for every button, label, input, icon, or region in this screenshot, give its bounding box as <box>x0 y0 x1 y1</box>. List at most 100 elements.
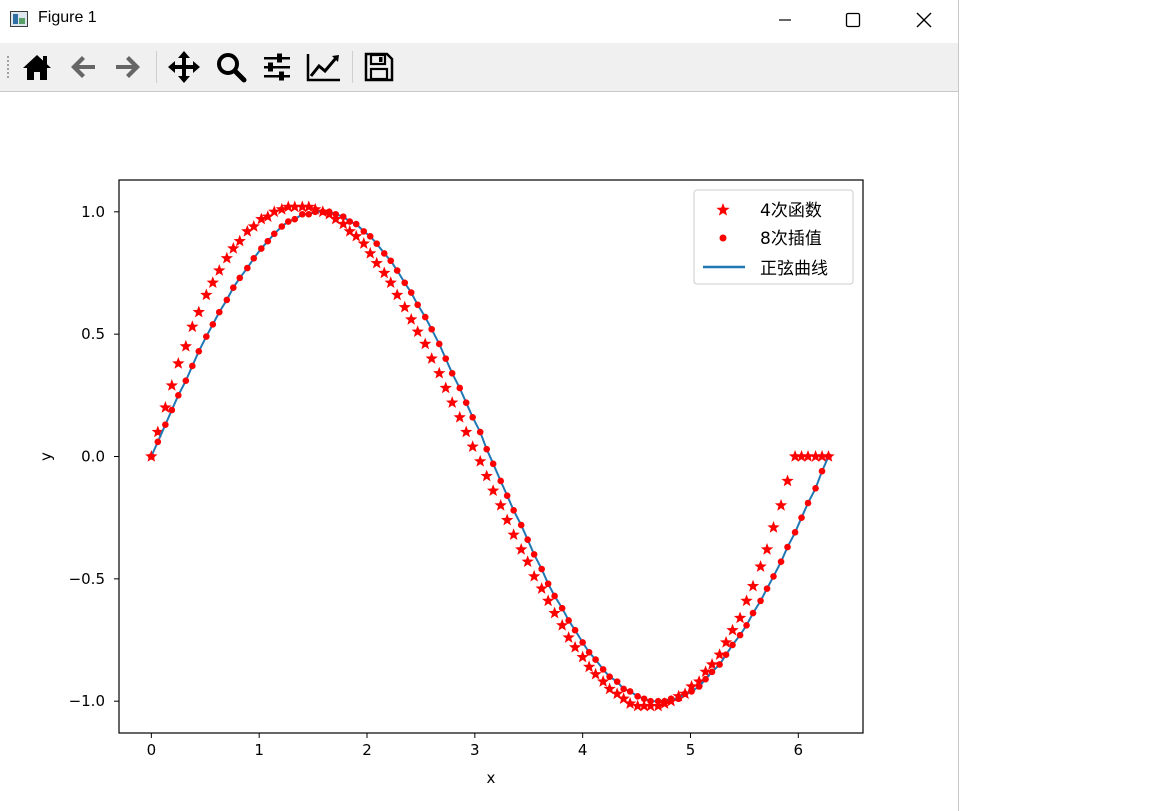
figure-canvas[interactable]: 0 1 2 3 4 5 6 1.0 0.5 0.0 −0.5 −1.0 x y 4次函数 8次插值 正弦曲线 <box>0 92 958 811</box>
star-point <box>439 381 452 394</box>
star-point <box>781 474 794 487</box>
circle-point <box>489 460 497 468</box>
circle-point <box>428 325 435 333</box>
star-point <box>494 498 507 511</box>
legend-star-marker <box>716 203 730 216</box>
sliders-icon <box>264 53 290 81</box>
star-point <box>644 699 657 712</box>
star-point <box>200 288 213 301</box>
edit-axis-button[interactable] <box>306 50 342 84</box>
circle-point <box>448 370 456 377</box>
star-point <box>446 396 459 408</box>
circle-point <box>175 392 182 399</box>
circle-point <box>708 668 716 676</box>
circle-point <box>736 631 744 639</box>
pan-button[interactable] <box>166 50 202 84</box>
star-point <box>548 606 561 619</box>
zoom-button[interactable] <box>213 50 249 84</box>
title-bar[interactable]: Figure 1 <box>0 0 958 42</box>
circle-point <box>634 692 641 700</box>
star-point <box>637 699 651 712</box>
circle-point <box>592 656 599 663</box>
close-button[interactable] <box>891 0 957 40</box>
star-point <box>206 276 219 289</box>
toolbar-separator <box>156 51 157 83</box>
star-point <box>384 276 397 289</box>
x-tick-label: 2 <box>362 741 372 759</box>
star-point <box>699 665 712 678</box>
star-point <box>192 305 205 318</box>
home-button[interactable] <box>19 50 55 84</box>
star-point <box>179 339 193 352</box>
star-point <box>788 450 802 462</box>
circle-point <box>757 597 764 605</box>
circle-point <box>195 347 203 355</box>
save-button[interactable] <box>361 50 397 84</box>
star-point <box>541 594 555 607</box>
star-point <box>247 219 260 232</box>
plot-area <box>145 200 835 712</box>
circle-point <box>763 585 771 592</box>
circle-point <box>332 210 340 218</box>
forward-button[interactable] <box>110 50 146 84</box>
circle-point <box>387 257 395 265</box>
y-tick-label: 1.0 <box>81 203 105 221</box>
star-point <box>651 699 665 712</box>
navigation-toolbar <box>0 43 958 92</box>
maximize-button[interactable] <box>820 0 886 40</box>
star-point <box>809 450 822 462</box>
circle-point <box>517 521 525 529</box>
star-point <box>486 484 500 497</box>
star-point <box>337 217 350 230</box>
circle-point <box>435 340 443 348</box>
star-point <box>282 200 295 213</box>
star-point <box>186 320 199 333</box>
circle-point <box>667 695 675 703</box>
circle-point <box>579 639 586 646</box>
star-point <box>576 650 589 663</box>
magnifier-icon <box>217 53 247 83</box>
circle-point <box>585 648 593 656</box>
circle-point <box>688 688 695 695</box>
circle-point <box>148 453 155 460</box>
circle-point <box>182 377 190 384</box>
circle-point <box>503 492 511 499</box>
legend-circle-marker <box>719 234 727 242</box>
circle-point <box>250 255 258 262</box>
toolbar-grip[interactable] <box>6 55 10 79</box>
star-point <box>746 579 760 592</box>
circle-point <box>346 218 354 225</box>
star-point <box>815 450 829 462</box>
star-point <box>296 200 309 213</box>
circle-point <box>606 673 613 681</box>
move-arrows-icon <box>168 51 200 83</box>
star-point <box>515 542 528 555</box>
configure-subplots-button[interactable] <box>259 50 295 84</box>
circle-point <box>558 604 566 612</box>
circle-point <box>626 688 634 695</box>
star-point <box>329 212 342 225</box>
star-point <box>165 379 179 391</box>
star-point <box>466 440 479 452</box>
circle-point <box>695 683 703 690</box>
star-point <box>364 246 377 259</box>
star-point <box>405 312 418 325</box>
circle-point <box>339 213 347 221</box>
star-point <box>255 212 268 225</box>
circle-point <box>483 445 490 453</box>
star-point <box>740 594 753 607</box>
circle-point <box>258 245 265 252</box>
star-point <box>623 697 637 709</box>
close-icon <box>916 12 932 28</box>
minimize-button[interactable] <box>752 0 818 40</box>
star-point <box>603 682 616 695</box>
star-point <box>555 618 569 631</box>
circle-point <box>716 661 723 668</box>
star-point <box>500 513 514 526</box>
circle-point <box>571 626 579 634</box>
circle-point <box>654 697 662 705</box>
star-point <box>713 648 726 660</box>
back-button[interactable] <box>65 50 101 84</box>
star-point <box>767 520 780 533</box>
circle-point <box>770 573 777 580</box>
